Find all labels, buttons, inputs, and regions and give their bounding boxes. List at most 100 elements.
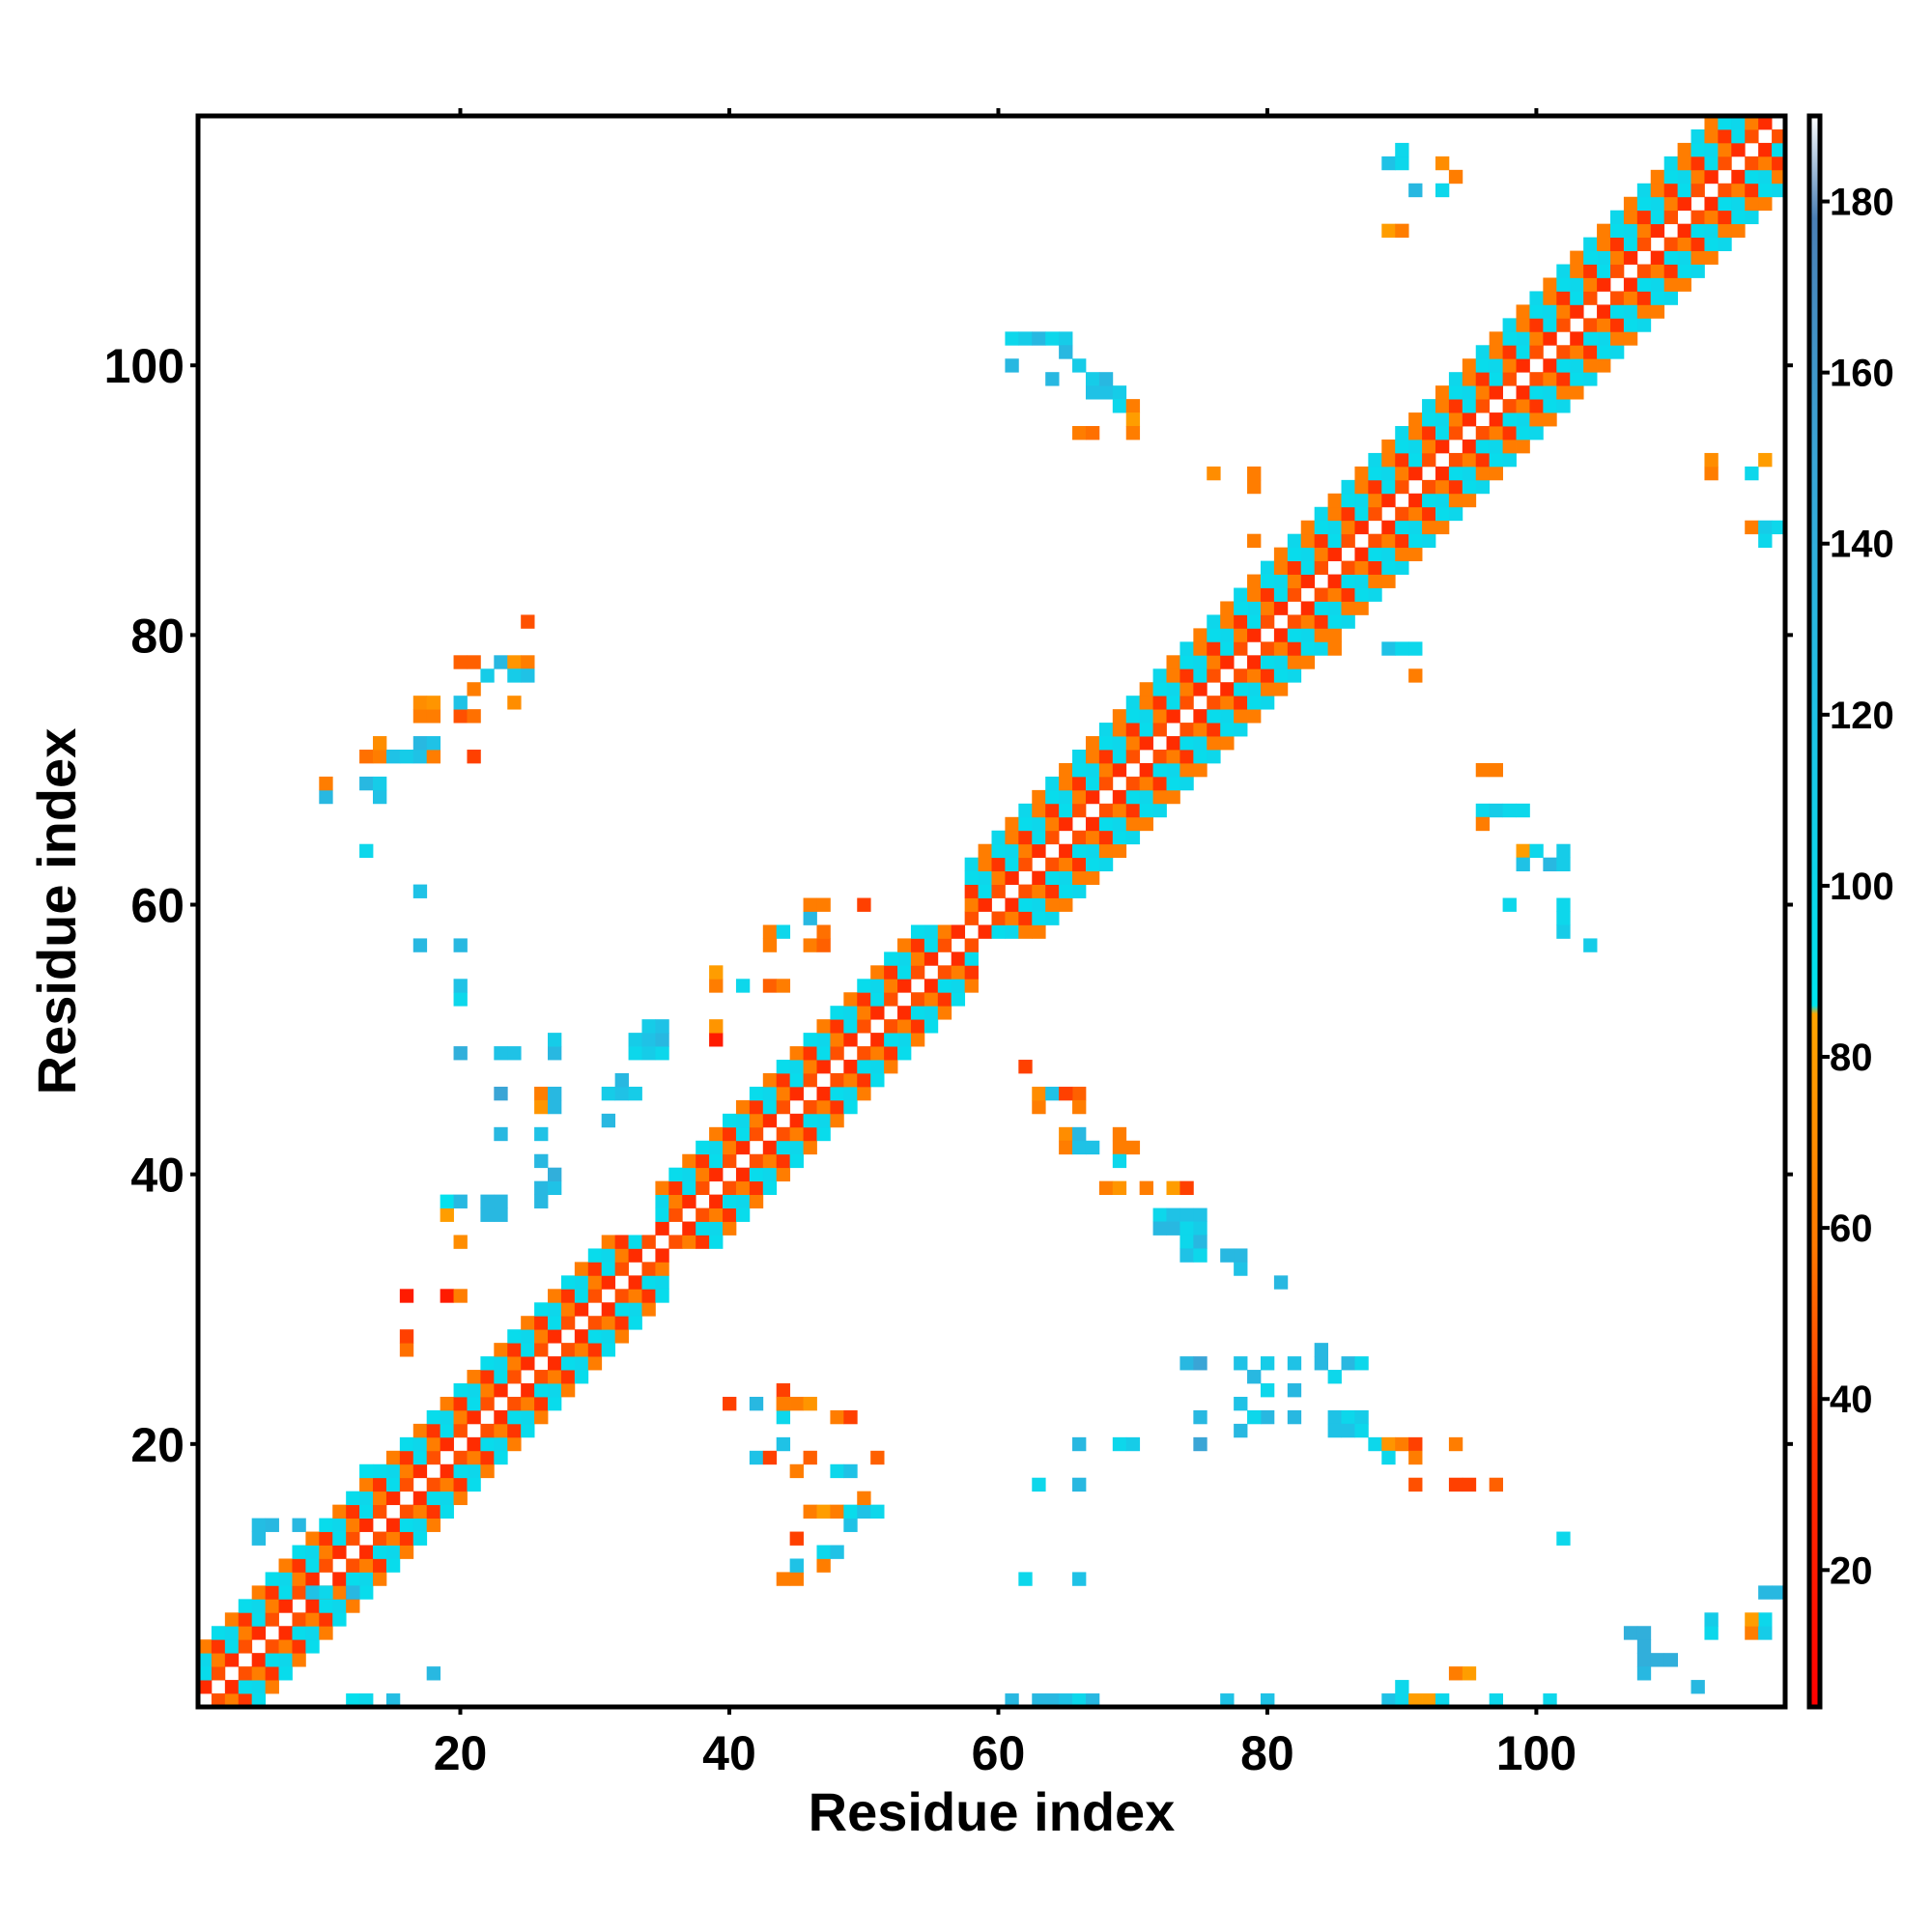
heatmap-cell	[749, 1099, 764, 1115]
heatmap-cell	[1247, 601, 1262, 615]
heatmap-cell	[305, 1626, 320, 1640]
heatmap-cell	[1287, 655, 1302, 669]
heatmap-cell	[1085, 750, 1100, 764]
heatmap-cell	[923, 952, 939, 966]
heatmap-cell	[1570, 291, 1584, 305]
heatmap-cell	[1341, 493, 1355, 508]
heatmap-cell	[587, 1343, 603, 1357]
heatmap-cell	[1098, 857, 1114, 872]
heatmap-cell	[319, 1531, 333, 1546]
heatmap-cell	[991, 857, 1006, 872]
heatmap-cell	[1745, 520, 1759, 535]
heatmap-cell	[1556, 277, 1571, 292]
heatmap-cell	[1207, 466, 1221, 481]
heatmap-cell	[1193, 655, 1208, 669]
heatmap-cell	[1583, 237, 1598, 251]
heatmap-cell	[1583, 345, 1598, 359]
heatmap-cell	[426, 696, 441, 710]
heatmap-cell	[1381, 520, 1396, 535]
heatmap-cell	[789, 1140, 804, 1155]
heatmap-cell	[224, 1639, 240, 1654]
heatmap-cell	[412, 1436, 428, 1452]
heatmap-cell	[964, 938, 979, 952]
heatmap-cell	[1125, 426, 1141, 440]
heatmap-cell	[1718, 116, 1732, 130]
heatmap-cell	[1059, 345, 1073, 359]
heatmap-cell	[830, 1019, 844, 1034]
heatmap-cell	[224, 1693, 240, 1708]
heatmap-cell	[830, 1086, 844, 1101]
heatmap-cell	[1462, 358, 1477, 373]
heatmap-cell	[1112, 750, 1127, 764]
heatmap-cell	[521, 1409, 535, 1425]
heatmap-cell	[1166, 709, 1180, 724]
heatmap-cell	[453, 709, 468, 724]
heatmap-cell	[1408, 439, 1423, 454]
heatmap-cell	[655, 1221, 669, 1236]
heatmap-cell	[1327, 574, 1342, 588]
heatmap-cell	[521, 614, 535, 629]
heatmap-cell	[1583, 250, 1598, 265]
heatmap-cell	[548, 1356, 562, 1371]
heatmap-cell	[1704, 452, 1719, 468]
heatmap-cell	[1489, 803, 1503, 818]
heatmap-cell	[614, 1329, 629, 1344]
heatmap-cell	[964, 911, 979, 925]
heatmap-cell	[534, 1370, 549, 1384]
heatmap-cell	[1758, 169, 1773, 185]
heatmap-cell	[1475, 762, 1491, 778]
heatmap-cell	[601, 1086, 616, 1101]
heatmap-cell	[1475, 358, 1491, 373]
heatmap-cell	[1179, 641, 1194, 656]
heatmap-cell	[265, 1666, 279, 1681]
heatmap-cell	[1690, 237, 1705, 251]
heatmap-cell	[1098, 750, 1114, 764]
x-tick-label: 100	[1496, 1726, 1577, 1780]
heatmap-cell	[1758, 116, 1773, 130]
heatmap-cell	[1690, 183, 1705, 198]
heatmap-cell	[1314, 587, 1328, 602]
heatmap-cell	[1448, 452, 1463, 468]
heatmap-cell	[1059, 789, 1073, 805]
heatmap-cell	[1543, 277, 1557, 292]
heatmap-cell	[238, 1693, 253, 1708]
heatmap-cell	[668, 1208, 683, 1222]
heatmap-cell	[628, 1033, 642, 1047]
heatmap-cell	[1247, 1370, 1262, 1384]
heatmap-cell	[696, 1221, 710, 1236]
heatmap-cell	[467, 1396, 481, 1411]
heatmap-cell	[1556, 897, 1571, 912]
heatmap-cell	[1597, 264, 1611, 278]
heatmap-cell	[1287, 1356, 1302, 1371]
heatmap-cell	[1045, 1086, 1060, 1101]
heatmap-cell	[830, 1072, 844, 1088]
heatmap-cell	[910, 924, 925, 939]
heatmap-cell	[816, 1060, 831, 1074]
heatmap-cell	[1475, 816, 1491, 832]
heatmap-cell	[305, 1639, 320, 1654]
heatmap-cell	[1072, 1477, 1087, 1492]
heatmap-cell	[1395, 156, 1409, 171]
heatmap-cell	[1609, 264, 1625, 278]
heatmap-cell	[1032, 1086, 1046, 1101]
heatmap-cell	[951, 924, 966, 939]
heatmap-cell	[1207, 696, 1221, 710]
heatmap-cell	[723, 1208, 737, 1222]
heatmap-cell	[709, 979, 724, 993]
heatmap-cell	[776, 1436, 791, 1452]
heatmap-cell	[1072, 803, 1087, 818]
heatmap-cell	[521, 1316, 535, 1330]
heatmap-cell	[480, 1194, 495, 1208]
heatmap-cell	[440, 1208, 454, 1222]
x-tick-label: 60	[972, 1726, 1026, 1780]
heatmap-cell	[1327, 1409, 1342, 1425]
heatmap-cell	[251, 1518, 267, 1532]
heatmap-cell	[1018, 331, 1033, 346]
heatmap-cell	[830, 1099, 844, 1115]
heatmap-cell	[480, 1383, 495, 1398]
heatmap-cell	[494, 1126, 508, 1142]
heatmap-cell	[749, 1194, 764, 1208]
heatmap-cell	[1516, 358, 1530, 373]
heatmap-cell	[1152, 750, 1167, 764]
heatmap-cell	[723, 1126, 737, 1142]
